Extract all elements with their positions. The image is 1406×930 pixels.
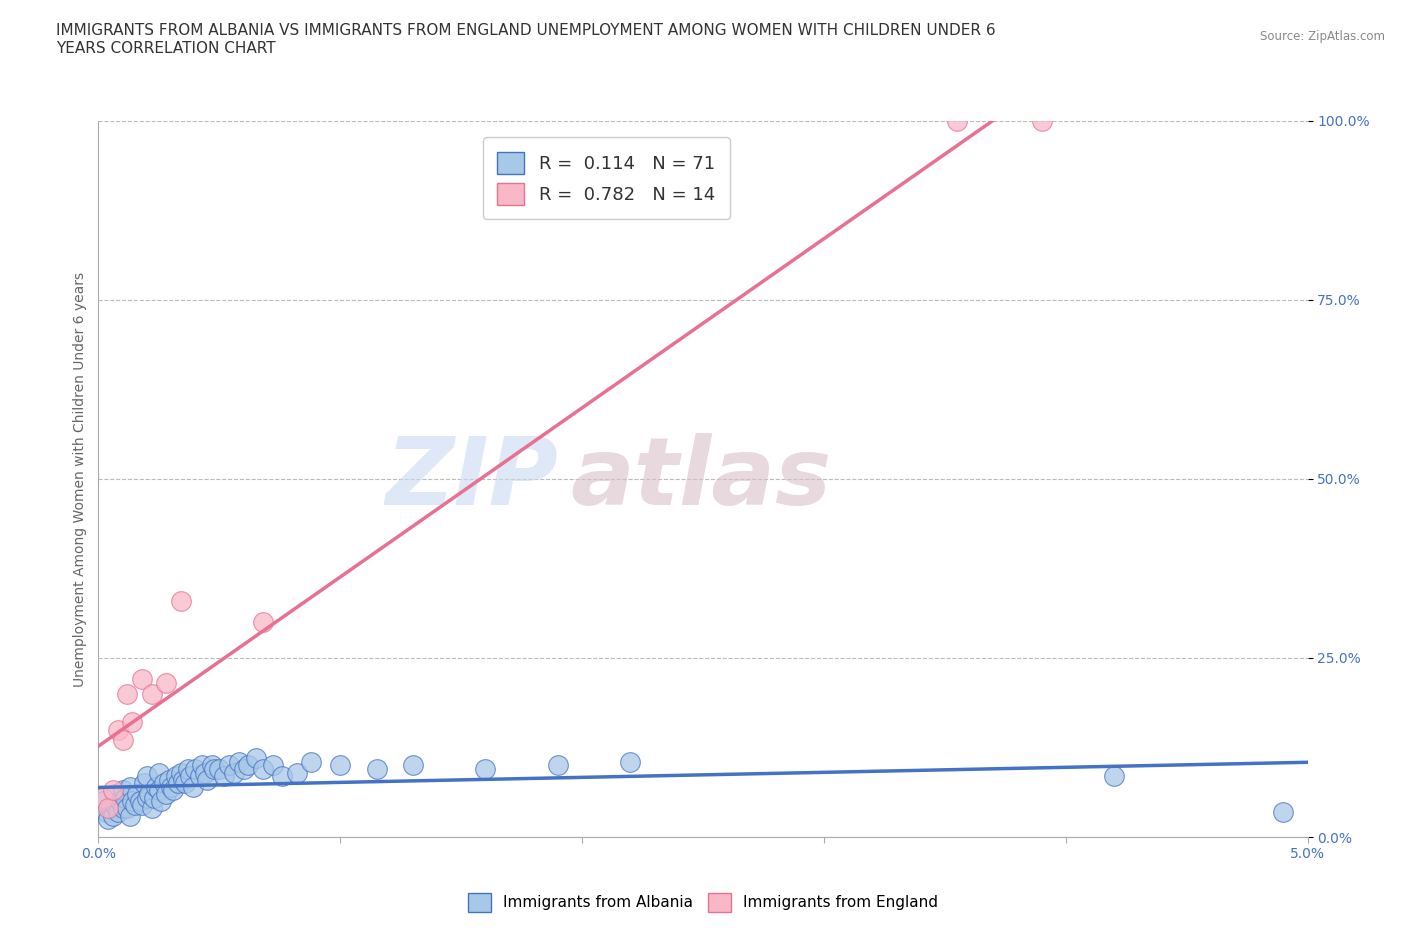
Point [134,776,156,790]
Point [101,783,124,798]
Point [179,769,201,784]
Point [271,769,294,784]
Point [141,686,163,701]
Text: IMMIGRANTS FROM ALBANIA VS IMMIGRANTS FROM ENGLAND UNEMPLOYMENT AMONG WOMEN WITH: IMMIGRANTS FROM ALBANIA VS IMMIGRANTS FR… [56,23,995,56]
Y-axis label: Unemployment Among Women with Children Under 6 years: Unemployment Among Women with Children U… [73,272,87,686]
Point [127,787,149,802]
Point [97,801,120,816]
Point [100,801,122,816]
Point [177,762,200,777]
Point [114,790,136,805]
Point [143,790,166,805]
Point [97,812,120,827]
Point [150,794,173,809]
Point [145,779,167,794]
Point [167,776,190,790]
Text: atlas: atlas [569,433,831,525]
Point [121,715,143,730]
Point [111,733,134,748]
Point [1031,113,1053,128]
Point [160,779,183,794]
Point [201,758,224,773]
Point [165,769,187,784]
Point [218,758,240,773]
Point [128,794,150,809]
Point [169,765,191,780]
Point [135,790,157,805]
Point [188,769,211,784]
Point [285,765,308,780]
Point [1272,804,1295,819]
Legend: Immigrants from Albania, Immigrants from England: Immigrants from Albania, Immigrants from… [461,887,945,918]
Point [474,762,496,777]
Point [141,801,163,816]
Point [152,776,174,790]
Point [131,797,153,812]
Point [1102,769,1125,784]
Point [174,776,197,790]
Point [104,797,127,812]
Point [155,787,177,802]
Text: ZIP: ZIP [385,433,558,525]
Point [124,797,146,812]
Point [299,754,322,769]
Point [191,758,214,773]
Point [212,769,235,784]
Point [121,794,143,809]
Point [131,672,153,687]
Point [252,762,274,777]
Point [117,686,139,701]
Legend: R =  0.114   N = 71, R =  0.782   N = 14: R = 0.114 N = 71, R = 0.782 N = 14 [482,137,730,219]
Point [402,758,425,773]
Point [245,751,267,765]
Point [148,765,170,780]
Point [222,765,245,780]
Point [94,804,117,819]
Point [104,787,127,802]
Point [91,790,114,805]
Point [118,779,141,794]
Point [181,779,204,794]
Point [155,675,177,690]
Point [107,722,129,737]
Point [195,772,218,787]
Point [232,762,254,777]
Point [946,113,969,128]
Text: Source: ZipAtlas.com: Source: ZipAtlas.com [1260,30,1385,43]
Point [135,769,157,784]
Point [157,772,180,787]
Point [194,765,217,780]
Point [252,615,274,630]
Point [117,801,139,816]
Point [184,762,207,777]
Point [329,758,352,773]
Point [162,783,184,798]
Point [208,762,231,777]
Point [107,804,129,819]
Point [148,783,170,798]
Point [228,754,250,769]
Point [547,758,569,773]
Point [204,762,226,777]
Point [138,787,160,802]
Point [262,758,284,773]
Point [172,772,194,787]
Point [238,758,260,773]
Point [111,801,134,816]
Point [91,794,114,809]
Point [101,808,124,823]
Point [111,783,134,798]
Point [619,754,641,769]
Point [366,762,388,777]
Point [169,593,191,608]
Point [108,794,131,809]
Point [118,808,141,823]
